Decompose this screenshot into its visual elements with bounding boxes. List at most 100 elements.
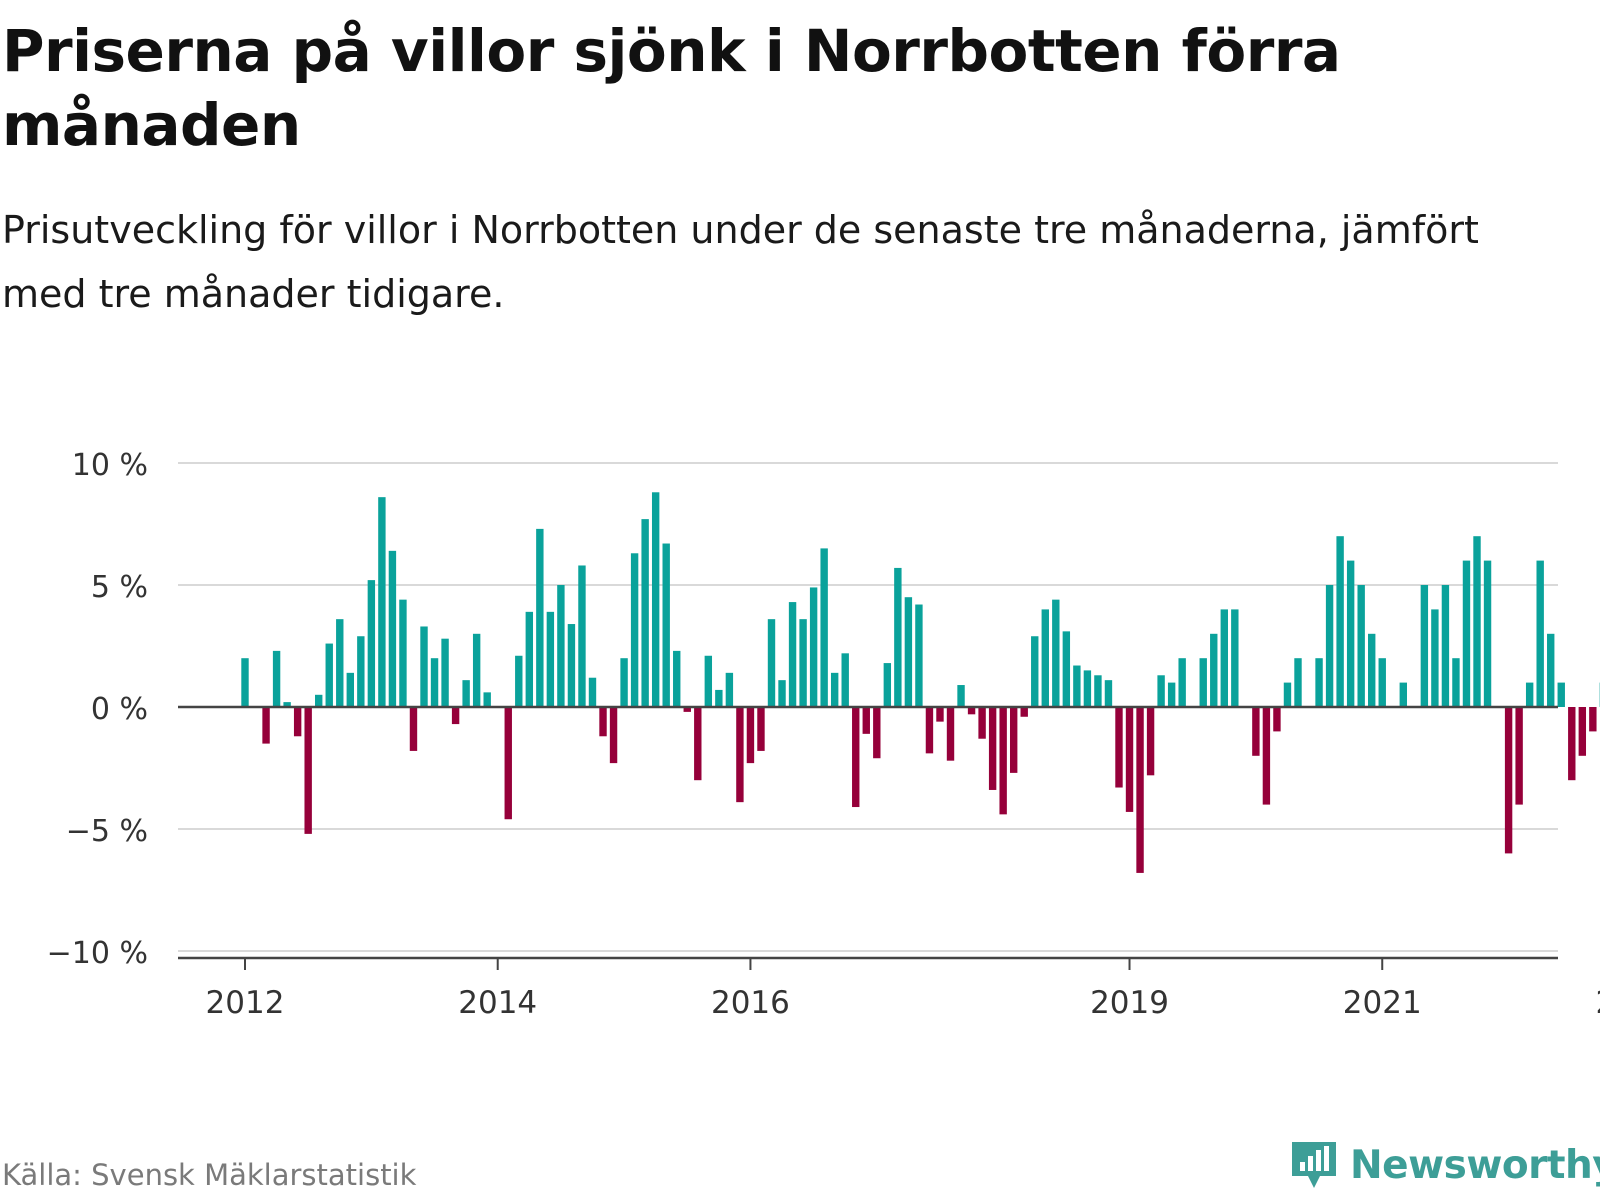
bar: [451, 707, 460, 725]
bar: [262, 707, 270, 744]
bar: [1125, 707, 1134, 812]
bar: [283, 702, 291, 707]
bar: [925, 707, 934, 754]
bar: [515, 655, 523, 707]
brand-name: Newsworthy: [1350, 1142, 1600, 1188]
bar: [704, 655, 713, 707]
axis-labels: 10 % 5 % 0 % −5 % −10 % 2012 2014 2016 2019 2021 2…: [47, 448, 1600, 1020]
bar: [841, 653, 849, 707]
bar: [988, 707, 997, 790]
bar: [357, 636, 365, 707]
bar: [504, 707, 512, 820]
chart-subtitle: Prisutveckling för villor i Norrbotten u…: [2, 208, 1479, 316]
brand-logo[interactable]: Newsworthy: [1290, 1140, 1600, 1190]
bar: [1557, 682, 1565, 707]
bar: [1252, 707, 1260, 756]
bar: [472, 633, 481, 707]
bar: [325, 643, 333, 707]
bar: [1368, 633, 1376, 707]
bar: [1136, 707, 1144, 873]
y-tick-label: −5 %: [66, 814, 148, 849]
bar: [1462, 560, 1471, 707]
bar: [609, 707, 618, 764]
y-tick-label: 10 %: [72, 448, 148, 483]
bar: [1547, 633, 1555, 707]
bar: [757, 707, 765, 751]
bar: [715, 689, 723, 707]
bar: [1515, 707, 1523, 805]
bar: [1420, 585, 1429, 707]
bar: [883, 663, 892, 707]
bar: [578, 565, 586, 707]
bar: [588, 677, 597, 707]
x-tick-label: 2014: [458, 985, 537, 1020]
bar: [441, 638, 449, 707]
bar: [1504, 707, 1513, 854]
bar: [1452, 658, 1460, 707]
bar: [799, 619, 807, 707]
bar: [809, 587, 818, 707]
bar: [1346, 560, 1355, 707]
bar: [599, 707, 607, 737]
bar: [1157, 675, 1165, 707]
bar: [1041, 609, 1049, 707]
bar: [1568, 707, 1576, 781]
bar: [557, 585, 565, 707]
bar: [1473, 536, 1481, 707]
bar: [936, 707, 944, 722]
bar: [725, 672, 734, 707]
bar: [778, 680, 786, 707]
y-tick-label: 5 %: [91, 570, 148, 605]
bar: [915, 604, 923, 707]
bar: [999, 707, 1007, 815]
bar: [1262, 707, 1271, 805]
bar: [1167, 682, 1176, 707]
bar: [852, 707, 860, 808]
bar: [1294, 658, 1302, 707]
bar: [894, 567, 902, 707]
bar: [736, 707, 744, 803]
bar: [1020, 707, 1028, 717]
bar: [1146, 707, 1155, 776]
bar: [683, 707, 691, 712]
bar: [788, 602, 797, 707]
bar: [567, 624, 576, 707]
bar: [830, 672, 839, 707]
x-tick-label: 2012: [206, 985, 285, 1020]
bar: [241, 658, 249, 707]
bar: [420, 626, 428, 707]
bar: [862, 707, 870, 734]
x-tick-label: 2023: [1596, 985, 1600, 1020]
bar: [641, 519, 649, 707]
bar: [1536, 560, 1544, 707]
bar: [1210, 633, 1218, 707]
bar: [1083, 670, 1092, 707]
bar: [409, 707, 418, 751]
bar: [336, 619, 344, 707]
axes: [178, 705, 1558, 970]
bar: [1178, 658, 1186, 707]
bar: [1578, 707, 1587, 756]
bar: [746, 707, 755, 764]
chart-title: Priserna på villor sjönk i Norrbotten fö…: [2, 17, 1341, 159]
bar: [1357, 585, 1365, 707]
bar: [304, 707, 312, 834]
source-note: Källa: Svensk Mäklarstatistik: [2, 1158, 417, 1192]
bar: [1199, 658, 1207, 707]
bar: [536, 528, 544, 707]
bar: [1273, 707, 1281, 732]
bar: [1062, 631, 1071, 707]
x-tick-label: 2016: [711, 985, 790, 1020]
bar: [1441, 585, 1450, 707]
bar: [1336, 536, 1344, 707]
bar: [293, 707, 302, 737]
bar: [483, 692, 491, 707]
bar: [1525, 682, 1534, 707]
bar: [767, 619, 776, 707]
bar: [1231, 609, 1239, 707]
x-tick-label: 2019: [1090, 985, 1169, 1020]
bar: [1115, 707, 1123, 788]
bar: [1399, 682, 1407, 707]
bar: [367, 580, 376, 707]
bar: [388, 550, 397, 707]
